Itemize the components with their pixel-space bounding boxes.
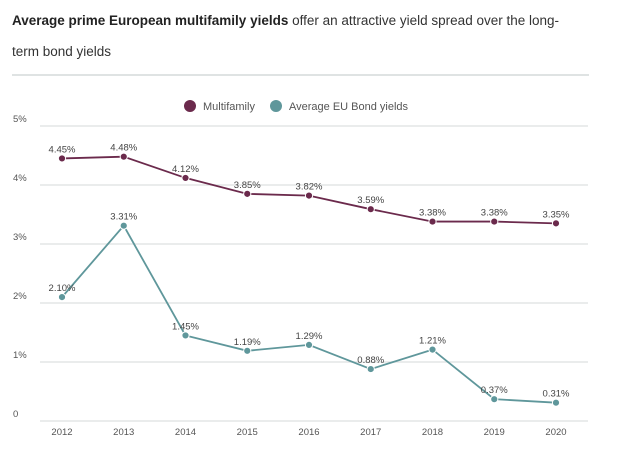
data-point	[119, 221, 128, 230]
data-point	[243, 189, 252, 198]
data-label: 3.85%	[234, 180, 261, 191]
data-label: 4.45%	[49, 144, 76, 155]
series-line-1	[61, 224, 557, 404]
x-tick-label: 2019	[484, 427, 505, 438]
data-point	[57, 293, 67, 302]
data-label: 0.37%	[481, 385, 508, 396]
y-tick-label: 2%	[13, 291, 27, 302]
data-label: 3.31%	[110, 212, 137, 223]
legend-marker-1	[270, 100, 282, 112]
data-label: 3.59%	[357, 195, 384, 206]
legend-marker-0	[184, 100, 196, 112]
data-label: 2.10%	[49, 283, 76, 294]
x-tick-label: 2015	[237, 427, 258, 438]
legend-label: Average EU Bond yields	[289, 101, 409, 113]
x-tick-label: 2013	[113, 427, 134, 438]
data-point	[428, 217, 437, 226]
x-tick-label: 2016	[298, 427, 319, 438]
data-label: 0.31%	[543, 389, 570, 400]
data-point	[551, 398, 561, 407]
y-tick-label: 0	[13, 409, 18, 420]
data-point	[428, 345, 437, 354]
data-label: 3.38%	[419, 208, 446, 219]
data-label: 1.45%	[172, 321, 199, 332]
x-tick-label: 2017	[360, 427, 381, 438]
data-label: 4.12%	[172, 164, 199, 175]
heading-bold: Average prime European multifamily yield…	[12, 13, 289, 28]
y-tick-label: 1%	[13, 350, 27, 361]
divider	[12, 74, 589, 76]
data-point	[119, 152, 128, 161]
data-point	[490, 395, 499, 404]
y-tick-label: 4%	[13, 173, 27, 184]
data-label: 1.21%	[419, 336, 446, 347]
data-point	[366, 364, 375, 374]
data-point	[366, 205, 375, 214]
data-point	[551, 219, 561, 228]
data-label: 0.88%	[357, 355, 384, 366]
data-point	[181, 173, 190, 183]
data-label: 3.35%	[543, 209, 570, 220]
data-label: 1.29%	[296, 331, 323, 342]
data-label: 3.82%	[296, 182, 323, 193]
data-label: 1.19%	[234, 337, 261, 348]
data-point	[181, 331, 190, 340]
data-point	[304, 191, 314, 200]
data-point	[490, 217, 499, 226]
x-tick-label: 2018	[422, 427, 443, 438]
y-tick-label: 5%	[13, 114, 27, 125]
chart-heading: Average prime European multifamily yield…	[12, 5, 582, 67]
x-tick-label: 2014	[175, 427, 196, 438]
y-tick-label: 3%	[13, 232, 27, 243]
data-point	[243, 346, 252, 355]
legend-label: Multifamily	[203, 101, 255, 113]
data-label: 3.38%	[481, 208, 508, 219]
data-point	[304, 340, 314, 349]
x-tick-label: 2012	[51, 427, 72, 438]
x-tick-label: 2020	[545, 427, 566, 438]
data-point	[57, 154, 67, 163]
heading-rest: offer an attractive yield spread over th…	[12, 13, 559, 59]
data-label: 4.48%	[110, 143, 137, 154]
